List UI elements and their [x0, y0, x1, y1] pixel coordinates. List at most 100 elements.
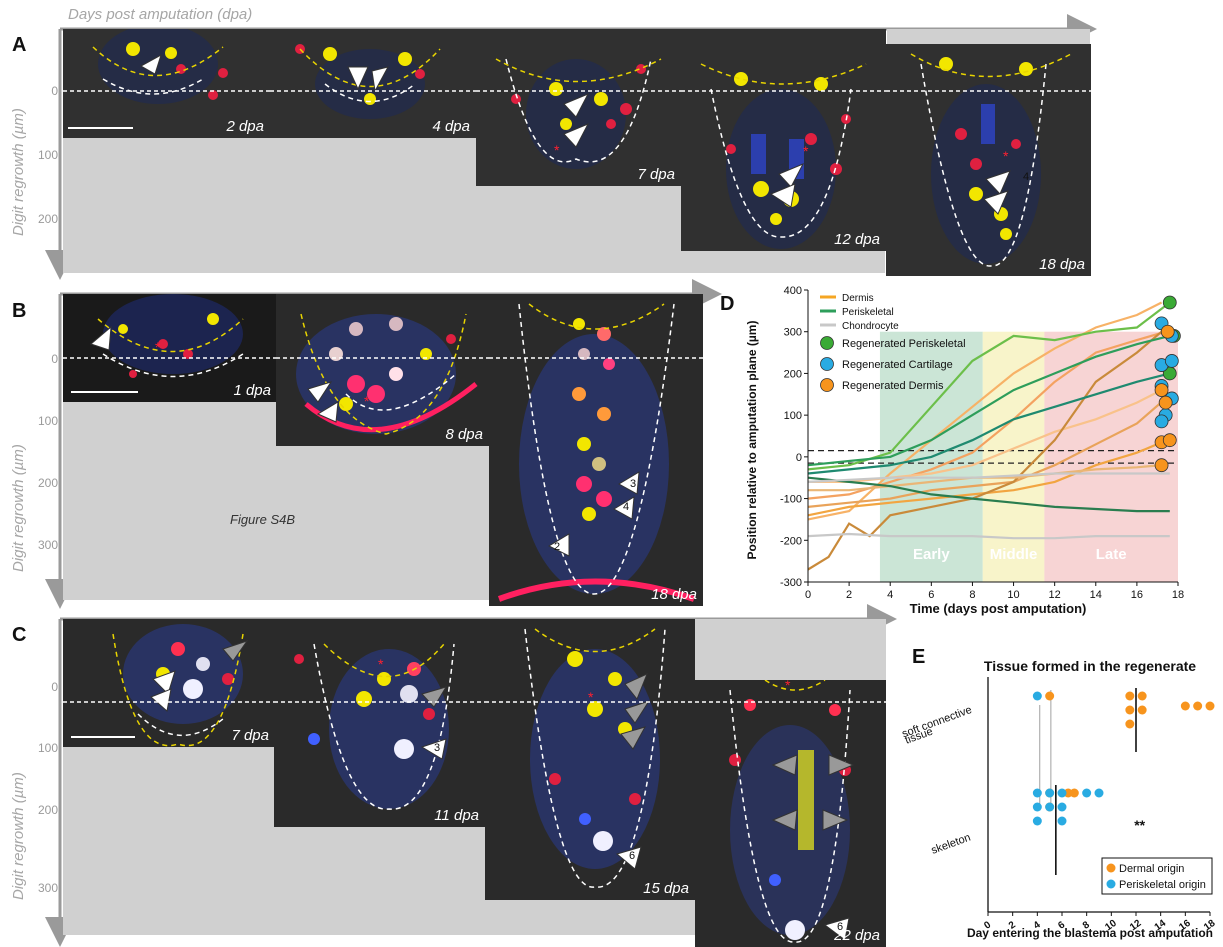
svg-text:*: *: [554, 142, 560, 158]
panel-d-chart: Early Middle Late -300-200-100010020030040…: [745, 285, 1184, 616]
svg-text:*: *: [588, 689, 594, 705]
data-point: [1032, 802, 1042, 812]
panel-b-y-axis-label: Digit regrowth (µm): [10, 444, 27, 572]
y-tick-label: -300: [780, 577, 802, 589]
arrow-number: 3: [434, 742, 440, 754]
panel-b-gray-step: [63, 402, 277, 600]
x-axis-label: Time (days post amputation): [910, 601, 1087, 616]
frame-label: 2 dpa: [226, 118, 264, 135]
figure-s4b-callout: Figure S4B: [230, 512, 296, 527]
data-point: [1125, 691, 1135, 701]
frame-label: 18 dpa: [1039, 256, 1085, 273]
data-point: [1125, 719, 1135, 729]
svg-text:*: *: [1003, 148, 1009, 164]
svg-text:*: *: [803, 143, 809, 159]
micrograph-a-4dpa: 4 dpa: [270, 29, 476, 138]
panel-b-tick-0: 0: [51, 352, 58, 366]
panel-c-tick-100: 100: [37, 741, 58, 755]
data-point: [1045, 788, 1055, 798]
frame-label: 7 dpa: [231, 727, 269, 744]
y-axis-label: Position relative to amputation plane (µ…: [745, 321, 759, 560]
arrow-number: 2: [554, 541, 560, 553]
micrograph-b-1dpa: * 1 dpa: [63, 294, 277, 402]
panel-a-gray-step: [887, 29, 1090, 44]
category-label: skeleton: [930, 832, 973, 857]
panel-a-tick-0: 0: [51, 84, 58, 98]
y-tick-label: 0: [796, 452, 802, 464]
data-point: [1154, 383, 1169, 398]
panel-b-tick-100: 100: [37, 414, 58, 428]
data-point: [1125, 705, 1135, 715]
time-axis-label: Days post amputation (dpa): [68, 6, 253, 23]
series-line-chondrocyte: [807, 472, 1170, 483]
panel-c-gray-step: [63, 747, 275, 935]
panel-b-gray-step: [276, 446, 489, 600]
legend-label: Periskeletal origin: [1119, 879, 1206, 891]
chart-title: Tissue formed in the regenerate: [984, 658, 1196, 674]
panel-d-label: D: [720, 293, 735, 315]
frame-label: 15 dpa: [643, 880, 689, 897]
frame-label: 11 dpa: [434, 807, 479, 824]
panel-c-tick-0: 0: [51, 680, 58, 694]
data-point: [1032, 816, 1042, 826]
svg-text:*: *: [364, 393, 370, 409]
arrow-number: 6: [629, 850, 635, 862]
y-tick-label: -100: [780, 494, 802, 506]
data-point: [1158, 395, 1173, 410]
data-point: [1162, 295, 1177, 310]
y-tick-label: -200: [780, 535, 802, 547]
panel-c-gray-step: [274, 827, 485, 935]
panel-e-chart: Tissue formed in the regenerate 0 2 4 6 8 10 1…: [900, 658, 1217, 940]
legend-label: Dermis: [842, 293, 874, 304]
data-point: [1063, 788, 1073, 798]
panel-a-gray-step: [270, 138, 477, 273]
legend-label: Periskeletal: [842, 307, 894, 318]
panel-b-tick-300: 300: [37, 538, 58, 552]
series-line-chondrocyte: [807, 532, 1170, 540]
micrograph-b-18dpa: 3 4 2 18 dpa: [489, 294, 703, 606]
y-tick-label: 100: [784, 410, 802, 422]
data-point: [1069, 788, 1079, 798]
x-tick-label: 8: [969, 589, 975, 601]
data-point: [1137, 691, 1147, 701]
micrograph-c-7dpa: 7 dpa: [63, 619, 275, 747]
x-tick-label: 0: [982, 919, 993, 931]
arrow-number: 6: [837, 921, 843, 933]
frame-label: 1 dpa: [233, 382, 271, 399]
series-line-dermis: [807, 397, 1167, 508]
x-tick-label: 10: [1007, 589, 1019, 601]
series-line-dermis: [807, 441, 1163, 517]
data-point: [1094, 788, 1104, 798]
y-tick-label: 200: [784, 368, 802, 380]
legend-marker: [1106, 863, 1116, 873]
frame-label: 4 dpa: [432, 118, 470, 135]
panel-a-tick-200: 200: [37, 212, 58, 226]
x-axis-label: Day entering the blastema post amputatio…: [967, 926, 1213, 940]
x-tick-label: 0: [805, 589, 811, 601]
legend-label: Dermal origin: [1119, 863, 1184, 875]
panel-b-label: B: [12, 300, 27, 322]
panel-a-gray-step: [63, 138, 271, 273]
y-tick-label: 300: [784, 327, 802, 339]
micrograph-a-12dpa: * 12 dpa: [681, 29, 886, 251]
series-line-periskeletal: [807, 372, 1171, 475]
micrograph-c-15dpa: 6 * 15 dpa: [485, 619, 695, 900]
data-point: [1057, 816, 1067, 826]
data-point: [1162, 433, 1177, 448]
panel-a-gray-step: [476, 186, 681, 273]
series-line-periskeletal: [807, 476, 1170, 513]
x-tick-label: 12: [1049, 589, 1061, 601]
x-tick-label: 2: [846, 589, 852, 601]
panel-a-gray-step: [680, 251, 885, 273]
panel-a-label: A: [12, 34, 27, 56]
panel-c-gray-step: [694, 619, 886, 680]
legend-marker: [820, 357, 834, 371]
frame-label: 18 dpa: [651, 586, 697, 603]
panel-a-y-axis-label: Digit regrowth (µm): [10, 108, 27, 236]
panel-c-tick-300: 300: [37, 881, 58, 895]
series-line-dermis: [807, 301, 1163, 521]
legend-marker: [820, 378, 834, 392]
frame-label: 7 dpa: [637, 166, 675, 183]
micrograph-a-7dpa: * 7 dpa: [476, 29, 681, 186]
x-tick-label: 4: [887, 589, 893, 601]
